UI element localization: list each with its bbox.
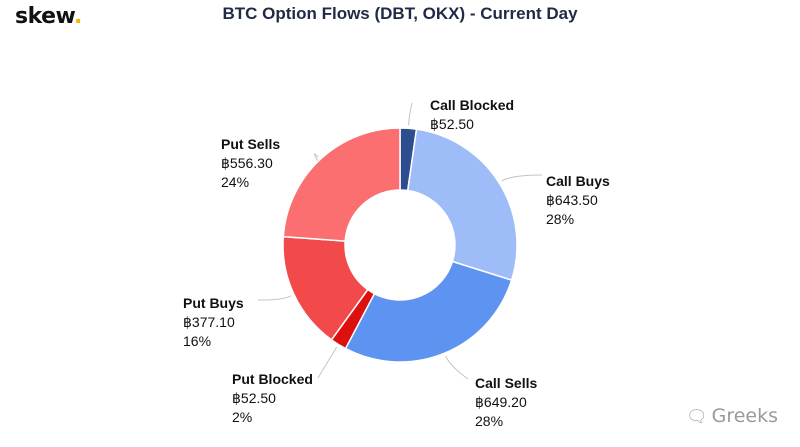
- slice-label-name: Put Blocked: [232, 371, 313, 387]
- skew-logo: skew.: [15, 4, 82, 29]
- slice-label-percent: 16%: [183, 333, 211, 349]
- slice-label-percent: 2%: [232, 409, 252, 425]
- leader-line: [257, 295, 292, 301]
- leader-line: [501, 174, 543, 182]
- slice-label-percent: 24%: [221, 174, 249, 190]
- slice-label-name: Call Buys: [546, 173, 610, 189]
- leader-line: [407, 102, 413, 126]
- slice-label-percent: 28%: [546, 211, 574, 227]
- slice-label-value: ฿556.30: [221, 155, 273, 171]
- watermark-text: Greeks: [711, 405, 778, 427]
- slice-label-name: Put Sells: [221, 136, 280, 152]
- logo-text: skew: [15, 4, 74, 29]
- chart-title: BTC Option Flows (DBT, OKX) - Current Da…: [222, 4, 578, 23]
- leader-line: [317, 346, 338, 379]
- greeks-watermark: 🗨 Greeks: [686, 405, 778, 427]
- leader-line: [313, 153, 319, 162]
- slice-call-sells[interactable]: [344, 260, 513, 363]
- slice-put-sells[interactable]: [282, 127, 401, 242]
- wechat-icon: 🗨: [686, 407, 708, 427]
- slice-label-percent: 28%: [475, 413, 503, 429]
- slice-label-name: Put Buys: [183, 295, 244, 311]
- slice-label-value: ฿649.20: [475, 394, 527, 410]
- slice-label-name: Call Blocked: [430, 97, 514, 113]
- slice-call-buys[interactable]: [406, 128, 518, 282]
- slice-label-value: ฿643.50: [546, 192, 598, 208]
- slice-label-value: ฿52.50: [232, 390, 276, 406]
- slice-label-value: ฿377.10: [183, 314, 235, 330]
- logo-dot: .: [73, 4, 82, 29]
- slice-label-value: ฿52.50: [430, 116, 474, 132]
- slice-label-name: Call Sells: [475, 375, 537, 391]
- leader-line: [445, 355, 469, 380]
